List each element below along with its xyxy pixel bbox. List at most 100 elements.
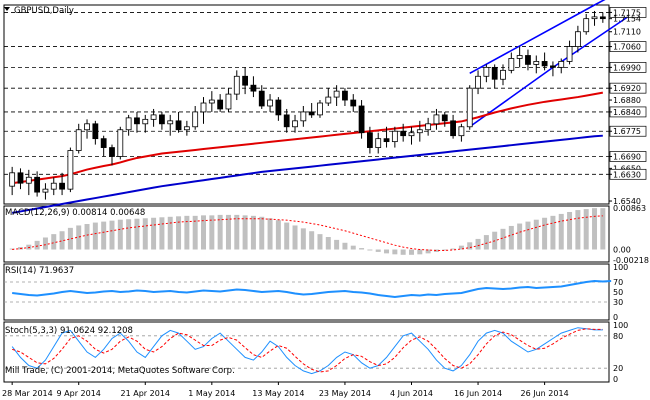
candle-body — [175, 120, 182, 131]
macd-bar — [425, 249, 431, 254]
candle-body — [342, 90, 348, 101]
candle — [167, 114, 174, 136]
time-tick-label: 28 Mar 2014 — [2, 389, 53, 398]
candle-body — [200, 102, 207, 113]
candle — [233, 70, 240, 101]
macd-bar — [292, 225, 298, 250]
price-tick-label: 1.7154 — [613, 15, 641, 24]
macd-bar — [176, 216, 182, 250]
candle — [25, 169, 32, 196]
macd-frame — [3, 205, 610, 263]
candle-body — [325, 96, 332, 104]
candle — [192, 105, 199, 130]
macd-bar — [59, 231, 65, 250]
candle-body — [59, 182, 65, 190]
candle — [208, 91, 215, 112]
candle-body — [242, 75, 249, 86]
candle — [125, 114, 132, 136]
rsi-title: RSI(14) 71.9637 — [5, 266, 74, 276]
candle — [350, 94, 357, 112]
candle — [458, 123, 465, 142]
candle-body — [566, 46, 573, 62]
price-tick-label: 1.7175 — [613, 8, 641, 17]
macd-bar — [109, 220, 115, 250]
candle — [300, 105, 307, 127]
macd-bar — [142, 218, 148, 250]
macd-bar — [334, 239, 340, 250]
rsi-line — [12, 279, 612, 299]
candle — [541, 52, 548, 71]
price-tick-label: 1.6540 — [613, 197, 641, 206]
stoch-panel: 100 80 20 0 Stoch(5,3,3) 91.0624 92.1208 Mi… — [4, 321, 628, 384]
candle — [375, 132, 382, 154]
macd-bar — [458, 245, 464, 250]
macd-bar — [42, 237, 48, 250]
candle-body — [117, 129, 124, 157]
candle — [159, 111, 165, 130]
candle-body — [550, 65, 556, 68]
candle — [250, 76, 257, 98]
macd-bar — [583, 209, 589, 250]
candle — [516, 46, 523, 68]
candle — [400, 123, 407, 142]
macd-bar — [151, 217, 157, 250]
moving-averages — [11, 91, 604, 214]
macd-bar — [134, 218, 140, 250]
candle — [267, 94, 273, 112]
red-moving-average — [12, 91, 604, 185]
candle-body — [574, 31, 581, 47]
candle — [491, 64, 498, 89]
candle-body — [100, 138, 107, 148]
macd-bar — [483, 235, 489, 250]
candle — [425, 117, 432, 136]
price-tick-label: 1.6990 — [613, 63, 641, 72]
candle-body — [383, 138, 390, 143]
macd-bar — [242, 215, 248, 250]
blue-moving-average — [11, 134, 603, 214]
candle-body — [142, 118, 149, 125]
time-tick-label: 4 Jun 2014 — [390, 389, 433, 398]
candle — [258, 85, 265, 109]
macd-signal-line — [12, 215, 603, 251]
candle-body — [400, 130, 407, 137]
candle-body — [350, 99, 357, 107]
macd-bar — [300, 228, 306, 250]
price-tick-label: 1.6650 — [613, 164, 641, 173]
macd-bar — [475, 238, 481, 250]
macd-bar — [517, 223, 523, 250]
candle-body — [500, 69, 506, 80]
stoch-lines — [11, 327, 603, 375]
candle-body — [491, 66, 498, 80]
macd-tick-label: 0.00863 — [613, 204, 646, 213]
macd-signal — [12, 215, 603, 251]
rsi-levels — [4, 281, 609, 303]
macd-bar — [92, 222, 98, 250]
price-tick-label: 1.6690 — [613, 152, 641, 161]
macd-bar — [567, 211, 573, 250]
candle — [67, 147, 74, 193]
candle — [416, 120, 423, 142]
macd-bar — [309, 231, 315, 250]
time-axis: 28 Mar 2014 9 Apr 2014 21 Apr 2014 1 May 20… — [2, 382, 569, 398]
candle-body — [134, 117, 140, 125]
candle-body — [333, 90, 340, 98]
macd-bar — [525, 221, 531, 250]
rsi-tick-label: 100 — [613, 263, 628, 272]
candle — [42, 183, 49, 200]
macd-bar — [325, 237, 331, 250]
macd-bar — [384, 249, 390, 254]
macd-bar — [592, 208, 598, 250]
macd-tick-label: -0.00218 — [613, 256, 649, 265]
candle-body — [75, 129, 82, 151]
price-tick-label: 1.7060 — [613, 43, 641, 52]
price-tick-label: 1.7110 — [613, 28, 641, 37]
dropdown-triangle-icon[interactable] — [4, 7, 10, 11]
candle-body — [17, 172, 24, 184]
macd-bar — [250, 215, 256, 250]
candle — [200, 97, 207, 124]
macd-bar — [533, 219, 539, 250]
candle — [450, 114, 456, 139]
stoch-tick-label: 80 — [613, 332, 623, 341]
